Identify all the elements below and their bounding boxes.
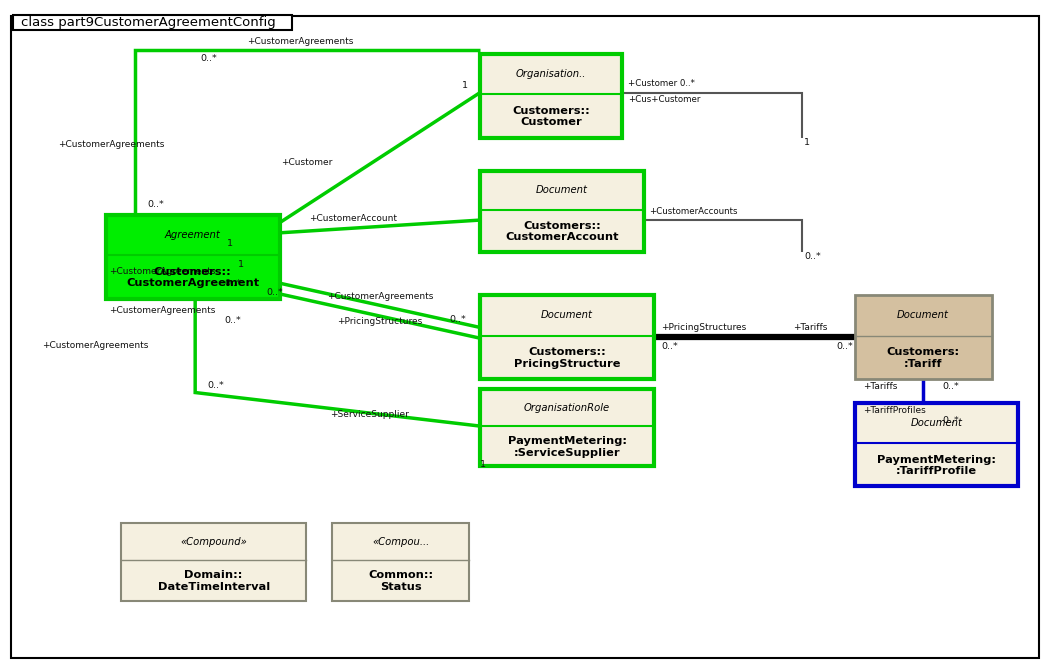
Text: 0..*: 0..*	[449, 315, 466, 324]
Bar	[480, 389, 654, 466]
Text: 0..*: 0..*	[225, 316, 242, 325]
Text: 1: 1	[804, 138, 810, 148]
Text: +ServiceSupplier: +ServiceSupplier	[330, 410, 408, 419]
Text: Customers::
PricingStructure: Customers:: PricingStructure	[514, 348, 620, 369]
Text: 0..*: 0..*	[942, 415, 959, 425]
Text: PaymentMetering:
:TariffProfile: PaymentMetering: :TariffProfile	[877, 455, 996, 476]
Text: Customers::
CustomerAccount: Customers:: CustomerAccount	[505, 221, 618, 242]
Text: 0..*: 0..*	[804, 252, 821, 262]
Bar	[480, 295, 654, 379]
Text: +Customer: +Customer	[281, 158, 332, 167]
Text: «Compound»: «Compound»	[180, 537, 247, 547]
Text: 0..*: 0..*	[148, 200, 165, 209]
Text: OrganisationRole: OrganisationRole	[524, 403, 610, 413]
Text: Domain::
DateTimeInterval: Domain:: DateTimeInterval	[157, 570, 270, 592]
Text: +CustomerAccounts: +CustomerAccounts	[649, 207, 737, 216]
Bar	[106, 215, 280, 299]
Text: Agreement: Agreement	[165, 230, 220, 240]
Text: Customers:
:Tariff: Customers: :Tariff	[886, 348, 960, 369]
Text: +PricingStructures: +PricingStructures	[338, 317, 422, 326]
Bar	[480, 171, 644, 252]
Text: +CustomerAgreements: +CustomerAgreements	[58, 140, 165, 149]
Text: 1: 1	[227, 239, 233, 248]
Text: 1: 1	[480, 460, 486, 469]
Text: +Cus+Customer: +Cus+Customer	[628, 95, 701, 105]
Bar	[13, 15, 292, 30]
Text: +Tariffs: +Tariffs	[793, 323, 828, 332]
Bar	[855, 295, 992, 379]
Text: +CustomerAgreements: +CustomerAgreements	[109, 267, 215, 276]
Text: Common::
Status: Common:: Status	[368, 570, 434, 592]
Text: +CustomerAgreements: +CustomerAgreements	[42, 341, 149, 350]
Bar	[332, 523, 469, 601]
Text: +CustomerAccount: +CustomerAccount	[309, 213, 398, 223]
Text: +TariffProfiles: +TariffProfiles	[863, 406, 925, 415]
Text: +Customer 0..*: +Customer 0..*	[628, 79, 694, 88]
Text: Document: Document	[536, 185, 588, 195]
Text: 0..*: 0..*	[661, 342, 678, 351]
Text: PaymentMetering:
:ServiceSupplier: PaymentMetering: :ServiceSupplier	[507, 436, 627, 458]
Text: 0..*: 0..*	[266, 288, 283, 297]
Text: 0..*: 0..*	[837, 342, 853, 351]
Bar	[121, 523, 306, 601]
Text: Document: Document	[541, 311, 593, 320]
Text: Customers::
CustomerAgreement: Customers:: CustomerAgreement	[126, 267, 260, 289]
Text: 0..*: 0..*	[942, 382, 959, 391]
Bar	[855, 403, 1018, 486]
Text: Document: Document	[910, 418, 962, 427]
Text: +Tariffs: +Tariffs	[863, 382, 898, 391]
Text: +PricingStructures: +PricingStructures	[661, 323, 747, 332]
Text: 1: 1	[237, 260, 244, 269]
Text: 1: 1	[462, 81, 468, 91]
Text: 0..*: 0..*	[225, 278, 242, 288]
Text: 0..*: 0..*	[200, 54, 217, 63]
Text: +CustomerAgreements: +CustomerAgreements	[109, 305, 215, 315]
Text: «Compou...: «Compou...	[372, 537, 429, 547]
Bar	[480, 54, 622, 138]
Text: Organisation..: Organisation..	[516, 69, 587, 79]
Text: class part9CustomerAgreementConfig: class part9CustomerAgreementConfig	[21, 16, 275, 30]
Text: Document: Document	[897, 311, 950, 320]
Text: Customers::
Customer: Customers:: Customer	[513, 106, 590, 127]
Text: +CustomerAgreements: +CustomerAgreements	[248, 37, 353, 46]
Text: +CustomerAgreements: +CustomerAgreements	[327, 292, 433, 301]
Text: 0..*: 0..*	[208, 381, 225, 391]
